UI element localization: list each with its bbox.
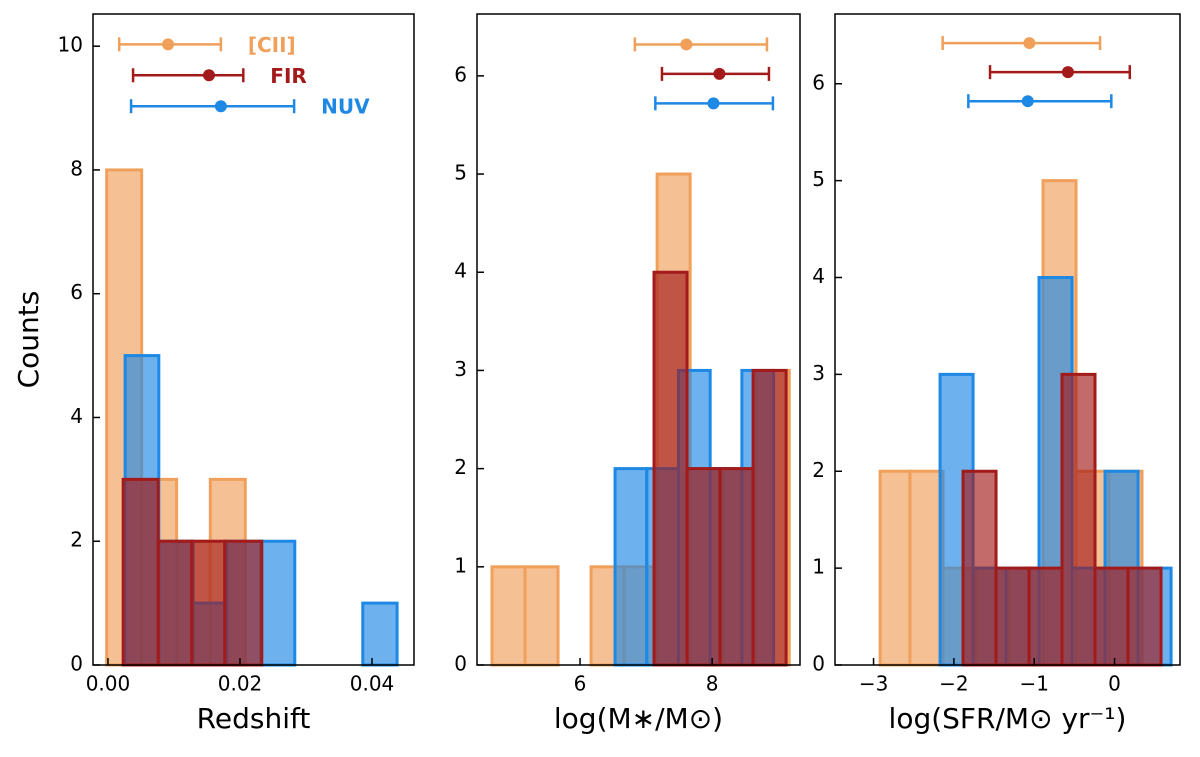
x-axis-label: log(M∗/M⊙)	[554, 702, 723, 735]
error-point	[1061, 66, 1074, 79]
error-point	[1021, 95, 1034, 108]
histogram-bar	[490, 565, 527, 667]
error-point	[707, 97, 720, 110]
histogram-bar	[361, 601, 399, 667]
x-tick-label: 0	[1108, 672, 1121, 696]
histogram-bar	[961, 469, 998, 667]
x-tick-label: 0.04	[350, 672, 395, 696]
y-axis-label: Counts	[12, 291, 45, 389]
plot-frame	[834, 13, 1181, 666]
histogram-bar	[190, 539, 227, 667]
y-tick-label: 4	[454, 259, 467, 283]
y-tick-label: 0	[70, 652, 83, 676]
x-tick-label: 0.00	[86, 672, 131, 696]
histogram-bar	[1027, 566, 1064, 667]
x-tick-label: −3	[859, 672, 888, 696]
y-tick-label: 1	[454, 553, 467, 577]
series-label: [CII]	[248, 33, 296, 57]
panel: 0 1 2 3 4 5 6 6 8 log(M∗/M⊙)	[454, 13, 801, 735]
y-tick-label: 2	[812, 458, 825, 482]
error-point	[713, 67, 726, 80]
x-axis-label: Redshift	[197, 702, 311, 735]
plot-frame	[476, 13, 801, 666]
error-point	[214, 100, 227, 113]
y-tick-label: 4	[70, 404, 83, 428]
error-point	[202, 69, 215, 82]
histogram-bar	[751, 368, 788, 667]
histogram-bar	[156, 539, 194, 667]
x-tick-label: 0.02	[218, 672, 263, 696]
histogram-bar	[259, 539, 297, 667]
error-point	[162, 38, 175, 51]
x-tick-label: 6	[574, 672, 587, 696]
y-tick-label: 2	[70, 528, 83, 552]
y-tick-label: 8	[70, 156, 83, 180]
y-tick-label: 6	[812, 70, 825, 94]
y-tick-label: 3	[454, 357, 467, 381]
x-tick-label: −2	[939, 672, 968, 696]
y-tick-label: 10	[58, 33, 83, 57]
y-tick-label: 3	[812, 361, 825, 385]
histogram-bar	[994, 566, 1031, 667]
panel: [CII] NUV FIR 0 2 4 6 8 10 0.00 0.02 0.04 Redshift Co…	[12, 13, 415, 735]
x-tick-label: 8	[706, 672, 719, 696]
error-point	[1023, 37, 1036, 50]
series-label: FIR	[270, 64, 307, 88]
error-point	[680, 38, 693, 51]
y-tick-label: 1	[812, 555, 825, 579]
histogram-bar	[1060, 372, 1097, 667]
histogram-bar	[652, 270, 689, 667]
plot-frame	[92, 13, 415, 666]
histogram-bar	[121, 477, 160, 667]
series-label: NUV	[321, 95, 370, 119]
histogram-bar	[685, 467, 722, 667]
panel: 0 1 2 3 4 5 6 −3 −2 −1 0 log(SFR/M⊙ yr⁻¹)	[812, 13, 1181, 735]
histogram-bar	[878, 469, 912, 667]
y-tick-label: 4	[812, 264, 825, 288]
histogram-bar	[908, 469, 945, 667]
histogram-bar	[718, 467, 755, 667]
histogram-bar	[1093, 566, 1130, 667]
histogram-bar	[613, 467, 649, 667]
y-tick-label: 0	[812, 652, 825, 676]
y-tick-label: 5	[454, 161, 467, 185]
x-axis-label: log(SFR/M⊙ yr⁻¹)	[889, 702, 1127, 735]
y-tick-label: 5	[812, 167, 825, 191]
x-tick-label: −1	[1019, 672, 1048, 696]
histogram-bar	[223, 539, 264, 667]
histogram-bar	[1126, 566, 1163, 667]
histogram-bar	[523, 565, 560, 667]
y-tick-label: 6	[454, 62, 467, 86]
y-tick-label: 2	[454, 455, 467, 479]
y-tick-label: 0	[454, 652, 467, 676]
y-tick-label: 6	[70, 280, 83, 304]
